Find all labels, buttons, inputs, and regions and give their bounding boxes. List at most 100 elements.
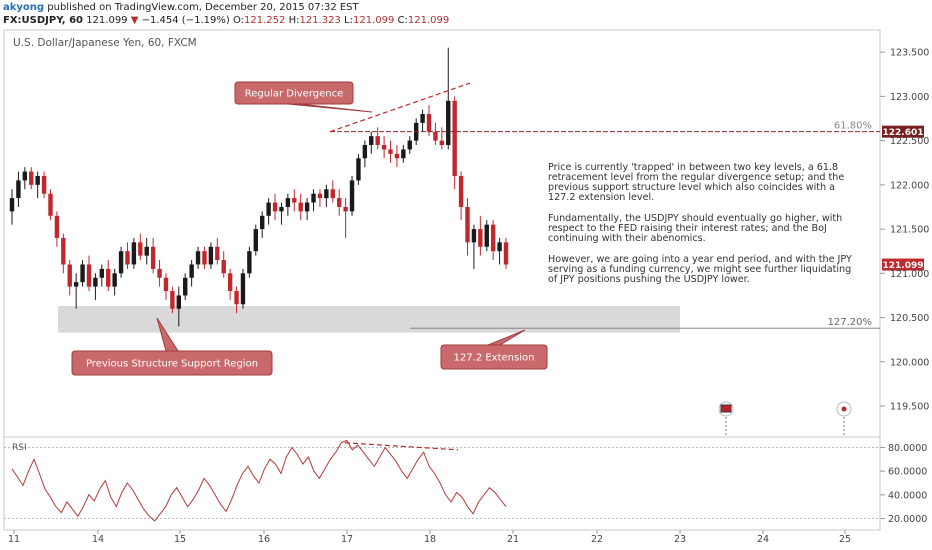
price-tick-label: 123.000 [890, 92, 929, 103]
candle-body [176, 295, 182, 309]
candle-body [336, 198, 342, 207]
candle-body [349, 180, 355, 212]
chart-title: U.S. Dollar/Japanese Yen, 60, FXCM [13, 37, 197, 49]
candle-body [330, 189, 335, 199]
time-tick-label: 18 [424, 534, 436, 545]
close-label: C: [397, 15, 408, 26]
support-region-label-pointer [156, 317, 179, 352]
extension-label-pointer [487, 329, 526, 346]
price-tick-label: 120.500 [890, 313, 929, 324]
rsi-tick-label: 20.0000 [888, 514, 927, 525]
candle-body [311, 193, 316, 203]
regular-divergence-label: Regular Divergence [245, 89, 344, 100]
commentary-p2: Fundamentally, the USDJPY should eventua… [548, 213, 843, 244]
chart-header: akyong published on TradingView.com, Dec… [0, 0, 932, 28]
candle-body [9, 198, 15, 212]
commentary-p3: However, we are going into a year end pe… [548, 254, 852, 285]
close-value: 121.099 [407, 15, 450, 26]
candle-body [73, 282, 79, 287]
chart-frame [3, 29, 881, 531]
candle-body [170, 291, 175, 309]
price-divergence-line [329, 82, 471, 133]
extension-label: 127.2 Extension [454, 353, 535, 364]
candle-body [35, 175, 40, 185]
candle-body [247, 251, 252, 274]
rsi-tick-label: 60.0000 [888, 467, 927, 478]
candle-body [458, 175, 464, 207]
candle-body [22, 171, 28, 181]
overlays: 61.80% 127.20% 122.601 121.099 [329, 82, 924, 437]
time-axis[interactable]: 11 14 15 16 17 18 21 22 23 24 25 [8, 530, 851, 545]
candle-body [381, 145, 387, 150]
price-tick-label: 123.500 [890, 48, 929, 59]
candle-body [29, 171, 34, 185]
candle-body [304, 202, 310, 212]
rsi-tick-label: 40.0000 [888, 490, 927, 501]
candle-body [138, 242, 143, 256]
candle-body [67, 264, 72, 287]
time-tick-label: 25 [839, 534, 851, 545]
candle-body [80, 264, 85, 283]
author-link[interactable]: akyong [3, 2, 45, 13]
rsi-tick-label: 80.0000 [888, 443, 927, 454]
candle-body [285, 198, 291, 207]
support-region-label: Previous Structure Support Region [86, 359, 258, 370]
candle-body [260, 215, 265, 230]
rsi-label: RSI [12, 443, 27, 453]
time-tick-label: 11 [8, 534, 20, 545]
candle-body [106, 268, 111, 287]
publish-info: published on TradingView.com, December 2… [47, 2, 359, 13]
price-tick-label: 122.500 [890, 136, 929, 147]
candle-body [163, 277, 169, 292]
symbol-label: FX:USDJPY, 60 [3, 15, 83, 26]
price-tick-label: 120.000 [890, 357, 929, 368]
candle-body [240, 273, 246, 305]
price-axis[interactable]: 123.500 123.000 122.500 122.000 121.500 121.0… [880, 48, 929, 413]
candle-body [484, 224, 489, 247]
candle-body [125, 251, 130, 265]
candle-body [221, 260, 226, 274]
candle-body [189, 264, 194, 278]
candle-body [253, 229, 258, 252]
candle-body [420, 114, 425, 123]
rsi-divergence-line [344, 442, 459, 451]
candle-body [227, 273, 233, 292]
time-tick-label: 21 [507, 534, 519, 545]
time-tick-label: 24 [757, 534, 769, 545]
candle-body [401, 149, 406, 159]
candle-body [131, 242, 137, 265]
publish-line: akyong published on TradingView.com, Dec… [3, 1, 359, 14]
regular-divergence-label-pointer [287, 103, 373, 113]
down-arrow-icon: ▼ [130, 15, 139, 26]
time-tick-label: 15 [174, 534, 186, 545]
time-tick-label: 17 [341, 534, 353, 545]
candle-body [183, 277, 188, 296]
candle-body [272, 202, 278, 212]
candle-body [144, 246, 149, 256]
candle-body [118, 251, 124, 274]
ohlc-line: FX:USDJPY, 60 121.099 ▼ −1.454 (−1.19%) … [3, 14, 449, 27]
candle-body [99, 268, 105, 278]
open-label: O: [232, 15, 245, 26]
fib-price-tag-bg [882, 125, 924, 138]
candle-body [394, 153, 400, 159]
open-value: 121.252 [244, 15, 286, 26]
candle-body [279, 206, 284, 212]
candle-body [471, 229, 477, 243]
candle-body [497, 242, 502, 252]
price-tick-label: 121.500 [890, 225, 929, 236]
candle-body [208, 246, 214, 265]
candle-body [356, 158, 361, 181]
rsi-line [11, 439, 507, 522]
commentary-p1: Price is currently 'trapped' in between … [548, 162, 845, 203]
flag-mark [720, 404, 732, 413]
time-tick-label: 16 [258, 534, 270, 545]
price-tick-label: 119.500 [890, 402, 929, 413]
candle-body [343, 206, 348, 212]
change-value: −1.454 (−1.19%) [141, 15, 230, 26]
fib-618-label: 61.80% [834, 121, 872, 132]
candle-body [478, 229, 483, 247]
candle-body [439, 140, 445, 146]
price-tick-label: 122.000 [890, 180, 929, 191]
